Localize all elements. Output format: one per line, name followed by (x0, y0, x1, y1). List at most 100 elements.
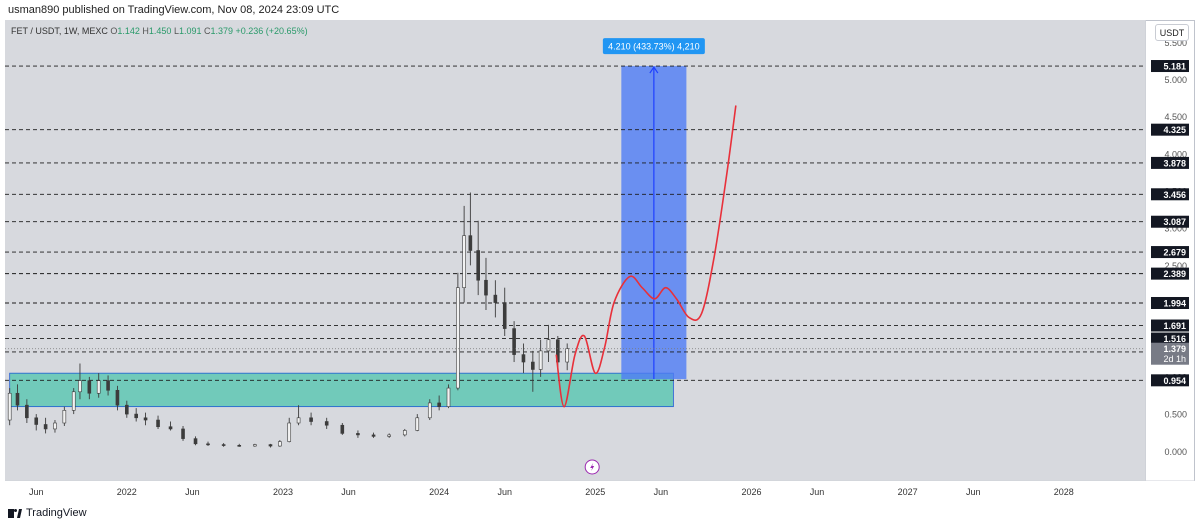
candle-body (296, 417, 301, 424)
x-tick-label: Jun (29, 487, 44, 497)
legend-close-label: C (204, 26, 211, 36)
legend-open: 1.142 (117, 26, 142, 36)
candle-body (96, 380, 101, 394)
candle-body (15, 392, 20, 406)
footer-brand: TradingView (26, 507, 87, 519)
candle-body (78, 380, 82, 393)
level-price-tag: 0.954 (1163, 376, 1186, 386)
candle-body (309, 417, 313, 422)
y-tick-label: 4.000 (1164, 149, 1187, 159)
level-price-tag-bg (1151, 296, 1189, 309)
candle-body (456, 287, 460, 389)
candle-body (415, 417, 420, 431)
x-tick-label: Jun (341, 487, 356, 497)
y-tick-label: 3.000 (1164, 224, 1187, 234)
level-price-tag: 1.516 (1163, 334, 1186, 344)
candle-body (134, 413, 138, 419)
candle-body (462, 235, 466, 288)
level-price-tag-bg (1151, 60, 1189, 73)
level-price-tag: 2.679 (1163, 248, 1186, 258)
level-price-tag-bg (1151, 123, 1189, 136)
level-price-tag-bg (1151, 319, 1189, 332)
candle-body (565, 348, 569, 363)
current-price-tag: 1.379 (1163, 344, 1186, 354)
legend-change: +0.236 (+20.65%) (236, 26, 308, 36)
candle-body (521, 354, 526, 363)
x-tick-label: 2026 (741, 487, 761, 497)
x-tick-label: 2027 (898, 487, 918, 497)
level-price-tag: 1.691 (1163, 321, 1186, 331)
candle-body (402, 430, 407, 436)
candle-body (34, 417, 39, 425)
legend-open-label: O (110, 26, 117, 36)
level-price-tag: 1.994 (1163, 298, 1186, 308)
price-chart[interactable]: 4.210 (433.73%) 4,210 5.500 5.000 4.500 4.00… (5, 20, 1195, 501)
candle-body (512, 328, 516, 355)
legend-low-label: L (174, 26, 179, 36)
candle-body (115, 389, 120, 406)
level-price-tag-bg (1151, 246, 1189, 259)
x-tick-label: Jun (185, 487, 200, 497)
y-tick-label: 5.000 (1164, 75, 1187, 85)
level-price-tag: 3.456 (1163, 190, 1186, 200)
x-tick-label: Jun (654, 487, 669, 497)
candle-body (168, 426, 173, 430)
candle-body (538, 350, 543, 370)
candle-body (25, 404, 29, 419)
level-price-tag-bg (1151, 156, 1189, 169)
candle-body (71, 391, 76, 411)
x-tick-label: Jun (497, 487, 512, 497)
tradingview-logo-icon (8, 507, 22, 518)
x-tick-label: 2023 (273, 487, 293, 497)
x-tick-label: 2024 (429, 487, 449, 497)
candle-body (287, 422, 292, 442)
candle-body (268, 444, 273, 447)
legend-high: 1.450 (149, 26, 174, 36)
candle-body (143, 417, 148, 421)
plot-background (5, 20, 1145, 481)
y-tick-label: 0.500 (1164, 410, 1187, 420)
measure-label-bg (602, 38, 705, 55)
candle-body (476, 250, 480, 281)
legend-close: 1.379 (210, 26, 235, 36)
candle-body (193, 438, 198, 445)
x-tick-label: Jun (810, 487, 825, 497)
candle-body (324, 421, 329, 426)
y-tick-label: 5.500 (1164, 38, 1187, 48)
x-tick-label: Jun (966, 487, 981, 497)
level-price-tag: 2.389 (1163, 269, 1186, 279)
candle-body (181, 428, 185, 439)
level-price-tag-bg (1151, 332, 1189, 345)
projection-path (555, 105, 737, 408)
candle-body (371, 434, 376, 437)
measure-arrow-head (649, 66, 659, 74)
x-tick-label: 2025 (585, 487, 605, 497)
candle-body (484, 279, 488, 296)
level-price-tag: 4.325 (1163, 125, 1186, 135)
level-price-tag: 5.181 (1163, 62, 1186, 72)
candle-body (206, 443, 210, 446)
candle-body (87, 380, 92, 394)
candle-body (156, 419, 160, 428)
y-axis-divider (1145, 20, 1146, 481)
current-price-tag-bg (1151, 342, 1189, 365)
candle-body (427, 402, 432, 419)
x-tick-label: 2022 (117, 487, 137, 497)
currency-button[interactable]: USDT (1155, 24, 1189, 41)
publisher-bar: usman890 published on TradingView.com, N… (0, 0, 1200, 20)
level-price-tag-bg (1151, 374, 1189, 387)
y-tick-label: 2.500 (1164, 261, 1187, 271)
candle-body (62, 410, 67, 424)
candle-body (468, 235, 473, 251)
level-price-tag: 3.087 (1163, 217, 1186, 227)
lightning-alert-glyph (590, 463, 595, 471)
level-price-tag: 3.878 (1163, 158, 1186, 168)
candle-body (340, 424, 345, 434)
candle-body (53, 422, 57, 430)
legend-high-label: H (142, 26, 149, 36)
legend-symbol: FET / USDT, 1W, MEXC (11, 26, 110, 36)
candle-body (278, 441, 282, 447)
legend-low: 1.091 (179, 26, 204, 36)
candle-body (7, 392, 12, 421)
measure-label: 4.210 (433.73%) 4,210 (608, 42, 700, 52)
